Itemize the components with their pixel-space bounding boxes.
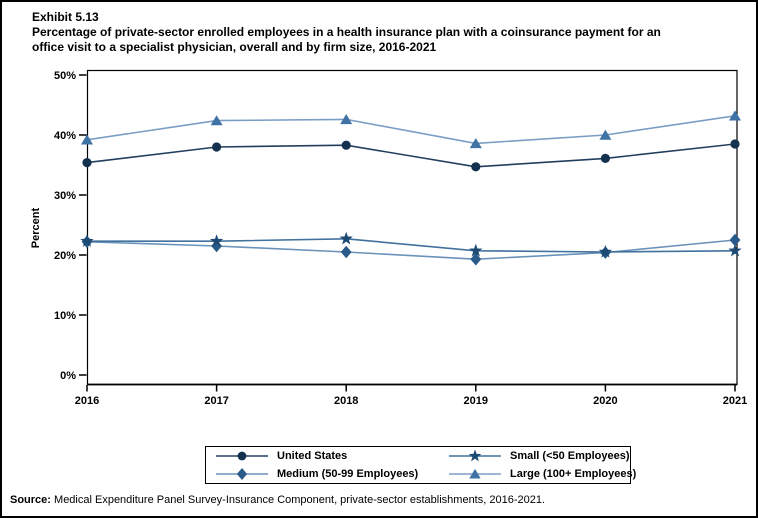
legend-label-medium-firms: Medium (50-99 Employees) (277, 468, 419, 480)
legend-label-united-states: United States (277, 450, 348, 462)
svg-text:2019: 2019 (464, 395, 488, 407)
legend-item-united-states: United States (216, 448, 449, 464)
svg-text:2021: 2021 (723, 395, 747, 407)
source-text: Medical Expenditure Panel Survey-Insuran… (50, 494, 546, 506)
legend-label-large-firms: Large (100+ Employees) (510, 468, 637, 480)
legend-item-large-firms: Large (100+ Employees) (449, 466, 636, 482)
chart-title-line-2: office visit to a specialist physician, … (32, 40, 437, 54)
svg-text:0%: 0% (60, 370, 76, 382)
svg-text:2017: 2017 (204, 395, 228, 407)
legend-item-small-firms: Small (<50 Employees) (449, 448, 636, 464)
svg-text:50%: 50% (54, 70, 76, 82)
svg-text:30%: 30% (54, 190, 76, 202)
medium-firms-diamond-marker-icon (216, 466, 268, 482)
united-states-circle-marker-icon (216, 448, 268, 464)
line-chart: 0% 10% 20% 30% 40% 50% 2016 2017 2018 2019 2020 202… (30, 69, 747, 407)
chart-title-block: Exhibit 5.13 Percentage of private-secto… (32, 10, 661, 55)
svg-text:10%: 10% (54, 310, 76, 322)
source-note: Source: Medical Expenditure Panel Survey… (10, 494, 545, 506)
exhibit-number: Exhibit 5.13 (32, 10, 99, 24)
source-label: Source: (10, 494, 51, 506)
svg-text:2018: 2018 (334, 395, 358, 407)
legend-item-medium-firms: Medium (50-99 Employees) (216, 466, 449, 482)
large-firms-triangle-marker-icon (449, 466, 501, 482)
svg-text:20%: 20% (54, 250, 76, 262)
chart-title-line-1: Percentage of private-sector enrolled em… (32, 25, 661, 39)
svg-text:40%: 40% (54, 130, 76, 142)
small-firms-star-marker-icon (449, 448, 501, 464)
legend: United States Small (<50 Employees) Medi… (205, 446, 636, 484)
svg-text:2020: 2020 (593, 395, 617, 407)
svg-text:Percent: Percent (30, 207, 42, 248)
svg-text:2016: 2016 (75, 395, 99, 407)
legend-label-small-firms: Small (<50 Employees) (510, 450, 630, 462)
